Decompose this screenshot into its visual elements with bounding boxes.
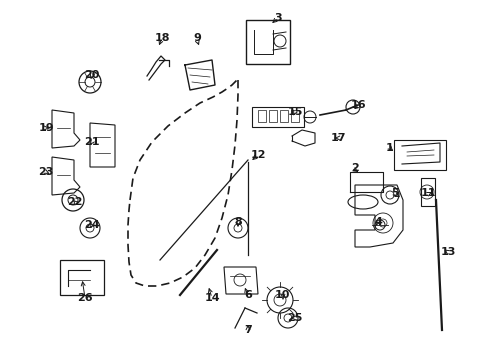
- Text: 12: 12: [250, 150, 265, 160]
- Text: 16: 16: [349, 100, 365, 110]
- Bar: [393, 140, 445, 170]
- Text: 4: 4: [373, 217, 381, 227]
- Bar: [245, 20, 289, 64]
- Bar: [280, 110, 287, 122]
- Text: 17: 17: [329, 133, 345, 143]
- Text: 8: 8: [234, 217, 242, 227]
- Text: 22: 22: [67, 197, 82, 207]
- Text: 9: 9: [193, 33, 201, 43]
- Text: 18: 18: [154, 33, 169, 43]
- Text: 21: 21: [84, 137, 100, 147]
- Text: 13: 13: [439, 247, 455, 257]
- Text: 7: 7: [244, 325, 251, 335]
- Bar: [60, 260, 104, 295]
- Text: 1: 1: [386, 143, 393, 153]
- Text: 6: 6: [244, 290, 251, 300]
- Text: 24: 24: [84, 220, 100, 230]
- Text: 11: 11: [419, 188, 435, 198]
- Text: 23: 23: [38, 167, 54, 177]
- Text: 25: 25: [287, 313, 302, 323]
- Bar: [420, 178, 434, 206]
- Bar: [268, 110, 276, 122]
- Text: 20: 20: [84, 70, 100, 80]
- Text: 10: 10: [274, 290, 289, 300]
- Text: 26: 26: [77, 293, 93, 303]
- Bar: [251, 107, 304, 127]
- Text: 15: 15: [287, 107, 302, 117]
- Text: 5: 5: [390, 188, 398, 198]
- Text: 14: 14: [204, 293, 220, 303]
- Text: 3: 3: [274, 13, 281, 23]
- Bar: [290, 110, 298, 122]
- Text: 19: 19: [38, 123, 54, 133]
- Text: 2: 2: [350, 163, 358, 173]
- Bar: [258, 110, 265, 122]
